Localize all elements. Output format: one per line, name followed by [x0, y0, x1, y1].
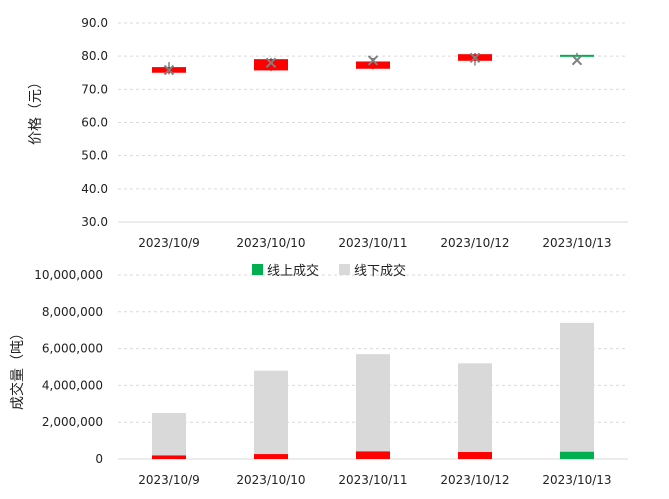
price-y-tick-label: 40.0 [81, 182, 108, 196]
price-candle [356, 55, 390, 70]
volume-x-tick-label: 2023/10/12 [440, 473, 509, 487]
price-y-tick-labels: 30.0 40.0 50.0 60.0 70.0 80.0 90.0 [81, 16, 108, 229]
price-x-tick-label: 2023/10/9 [138, 236, 200, 250]
volume-bar-stack [254, 370, 288, 459]
price-x-tick-label: 2023/10/12 [440, 236, 509, 250]
volume-x-tick-label: 2023/10/13 [542, 473, 611, 487]
volume-bar-offline [356, 354, 390, 452]
price-x-tick-labels: 2023/10/9 2023/10/10 2023/10/11 2023/10/12 2… [138, 236, 611, 250]
price-x-tick-label: 2023/10/10 [236, 236, 305, 250]
price-y-tick-label: 70.0 [81, 82, 108, 96]
volume-y-axis-label: 成交量（吨） [9, 326, 26, 410]
volume-bar-stack [152, 413, 186, 459]
volume-bar-offline [152, 413, 186, 456]
price-gridlines [118, 22, 628, 223]
volume-x-tick-labels: 2023/10/9 2023/10/10 2023/10/11 2023/10/12 2… [138, 473, 611, 487]
price-average-marker [367, 55, 379, 66]
price-average-marker [469, 52, 481, 64]
volume-y-tick-label: 4,000,000 [42, 378, 103, 392]
volume-y-tick-label: 10,000,000 [34, 268, 103, 282]
volume-x-tick-label: 2023/10/10 [236, 473, 305, 487]
volume-bar-online [458, 452, 492, 459]
volume-y-tick-label: 8,000,000 [42, 305, 103, 319]
volume-y-tick-label: 0 [95, 452, 103, 466]
price-candle [152, 62, 186, 76]
price-candle [560, 52, 594, 66]
legend-swatch-online [252, 264, 263, 275]
volume-x-tick-label: 2023/10/9 [138, 473, 200, 487]
volume-bar-stack [458, 363, 492, 459]
price-y-tick-label: 90.0 [81, 16, 108, 30]
volume-x-tick-label: 2023/10/11 [338, 473, 407, 487]
volume-bar-offline [560, 322, 594, 452]
price-candles [152, 52, 594, 76]
price-candle-body [560, 54, 594, 57]
price-average-marker [265, 57, 277, 69]
volume-y-tick-labels: 0 2,000,000 4,000,000 6,000,000 8,000,000 10,… [34, 268, 103, 466]
legend-swatch-offline [339, 264, 350, 275]
volume-y-tick-label: 2,000,000 [42, 415, 103, 429]
volume-bar-online [254, 454, 288, 459]
price-x-tick-label: 2023/10/13 [542, 236, 611, 250]
price-x-tick-label: 2023/10/11 [338, 236, 407, 250]
price-y-axis-label: 价格（元） [28, 75, 44, 145]
price-candle [254, 57, 288, 72]
price-y-tick-label: 60.0 [81, 116, 108, 130]
volume-bar-stack [356, 354, 390, 459]
volume-bars [152, 322, 594, 459]
price-y-tick-label: 80.0 [81, 49, 108, 63]
volume-bar-offline [458, 363, 492, 453]
price-average-marker [571, 54, 583, 66]
volume-bar-offline [254, 370, 288, 455]
legend-label-offline: 线下成交 [354, 263, 406, 279]
volume-legend: 线上成交 线下成交 [252, 263, 406, 279]
volume-y-tick-label: 6,000,000 [42, 342, 103, 356]
price-candle-body [356, 61, 390, 69]
price-y-tick-label: 50.0 [81, 149, 108, 163]
volume-bar-online [560, 451, 594, 459]
price-average-marker [163, 64, 175, 76]
legend-label-online: 线上成交 [267, 263, 319, 279]
volume-bar-online [152, 455, 186, 459]
volume-bar-stack [560, 322, 594, 459]
price-candle [458, 52, 492, 66]
volume-bar-online [356, 451, 390, 459]
price-candle-body [254, 59, 288, 71]
price-y-tick-label: 30.0 [81, 215, 108, 229]
